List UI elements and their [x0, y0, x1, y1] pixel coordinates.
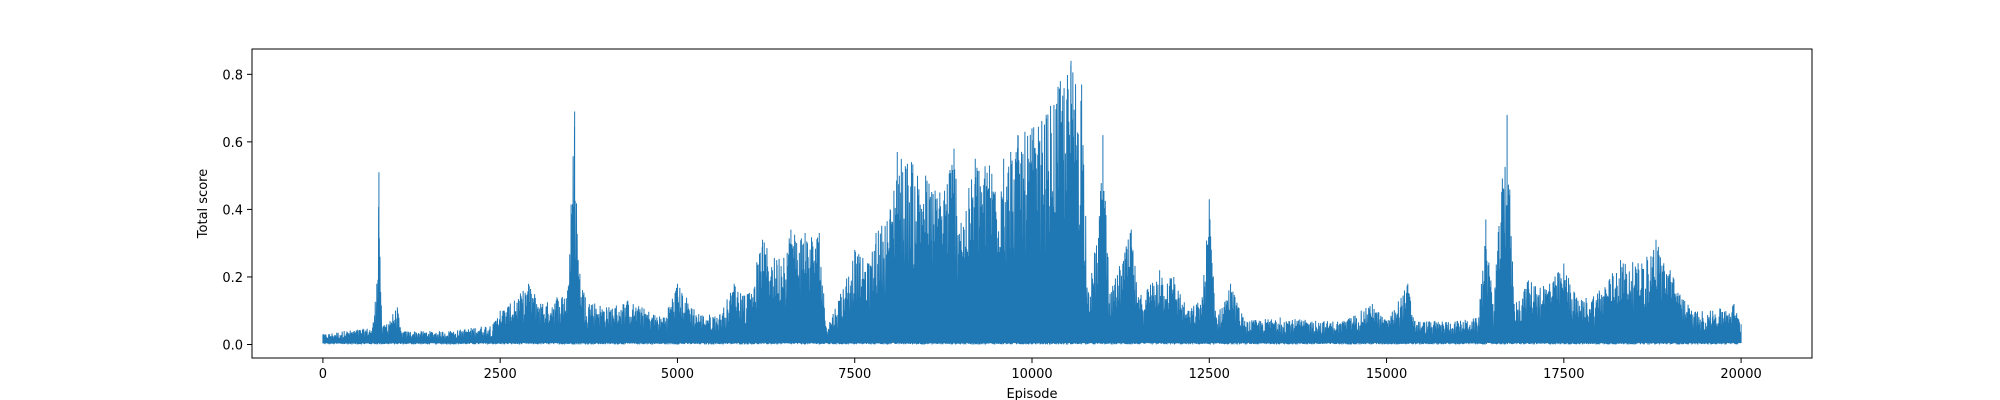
y-tick-label: 0.0 — [222, 338, 243, 353]
series-line-total-score — [322, 60, 1742, 345]
x-tick-label: 2500 — [484, 367, 517, 382]
y-tick-label: 0.6 — [222, 136, 243, 151]
x-tick-label: 5000 — [661, 367, 694, 382]
x-tick-label: 7500 — [838, 367, 871, 382]
y-tick-label: 0.4 — [222, 203, 243, 218]
y-tick-label: 0.2 — [222, 271, 243, 286]
x-tick-label: 15000 — [1366, 367, 1407, 382]
y-axis-label: Total score — [196, 169, 211, 239]
x-axis: 0 2500 5000 7500 10000 12500 15000 17500 20000 — [319, 358, 1762, 382]
y-tick-label: 0.8 — [222, 68, 243, 83]
y-axis: 0.0 0.2 0.4 0.6 0.8 — [222, 68, 252, 353]
x-tick-label: 0 — [319, 367, 327, 382]
x-tick-label: 12500 — [1189, 367, 1230, 382]
x-axis-label: Episode — [1006, 387, 1057, 400]
x-tick-label: 10000 — [1011, 367, 1052, 382]
plot-area — [322, 60, 1742, 345]
x-tick-label: 17500 — [1543, 367, 1584, 382]
x-tick-label: 20000 — [1720, 367, 1761, 382]
